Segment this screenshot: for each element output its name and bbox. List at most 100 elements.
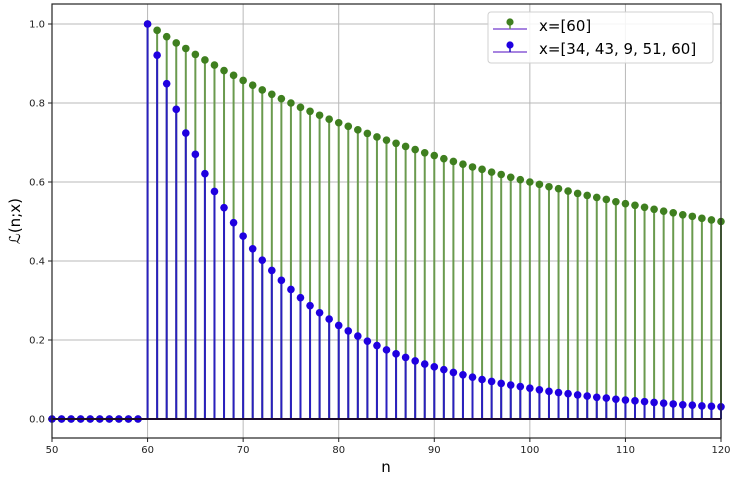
stem-marker xyxy=(420,360,429,368)
stem-marker xyxy=(631,201,639,210)
stem-marker xyxy=(478,375,486,384)
stem-marker xyxy=(220,66,228,75)
stem-marker xyxy=(506,381,515,389)
stem-marker xyxy=(296,293,305,302)
stem-marker xyxy=(344,122,353,131)
stem-marker xyxy=(478,165,486,174)
stem-marker xyxy=(516,382,525,391)
stem-marker xyxy=(487,168,496,176)
stem-marker xyxy=(449,368,458,377)
stem-marker xyxy=(612,395,620,404)
stem-marker xyxy=(325,115,333,123)
legend-label: x=[34, 43, 9, 51, 60] xyxy=(539,40,696,58)
stem-marker xyxy=(229,71,238,80)
stem-marker xyxy=(363,337,372,345)
stem-marker xyxy=(287,99,295,107)
stem-marker xyxy=(191,50,200,59)
stem-marker xyxy=(440,365,448,374)
stem-marker xyxy=(210,61,219,69)
stem-marker xyxy=(420,148,429,157)
stem-marker xyxy=(172,105,181,114)
stem-series xyxy=(48,20,725,423)
y-axis-label: ℒ(n;x) xyxy=(6,198,24,244)
x-tick-label: 120 xyxy=(711,445,730,456)
x-axis-ticks: 50 60 70 80 90 100 110 120 xyxy=(46,438,731,456)
stem-marker xyxy=(640,397,649,406)
stem-marker xyxy=(640,203,649,212)
stem-marker xyxy=(354,332,362,340)
stem-marker xyxy=(497,379,505,388)
plot-frame xyxy=(51,3,722,439)
stem-marker xyxy=(573,189,582,198)
stem-marker xyxy=(554,184,563,193)
stem-marker xyxy=(468,163,477,171)
stem-marker xyxy=(669,400,678,408)
stem-marker xyxy=(162,32,171,41)
stem-marker xyxy=(248,81,257,90)
y-tick-label: 0.6 xyxy=(29,178,45,189)
y-axis-ticks: 0.0 0.2 0.4 0.6 0.8 1.0 xyxy=(29,20,52,426)
stem-marker xyxy=(411,357,419,365)
legend-marker-icon xyxy=(506,18,514,26)
stem-marker xyxy=(143,20,152,28)
stem-marker xyxy=(430,151,439,160)
stem-marker xyxy=(182,44,190,53)
stem-marker xyxy=(392,139,400,148)
y-tick-label: 0.8 xyxy=(29,99,45,110)
stem-marker xyxy=(526,178,534,186)
stem-marker xyxy=(592,193,601,202)
stem-marker xyxy=(201,56,209,64)
x-tick-label: 80 xyxy=(332,445,345,456)
stem-marker xyxy=(392,350,400,358)
legend: x=[60] x=[34, 43, 9, 51, 60] xyxy=(487,11,714,64)
stem-marker xyxy=(678,210,687,219)
stem-marker xyxy=(659,207,668,216)
stem-marker xyxy=(698,214,706,223)
x-tick-label: 110 xyxy=(616,445,635,456)
stem-marker xyxy=(191,150,200,159)
stem-marker xyxy=(506,173,515,182)
stem-marker xyxy=(373,133,381,141)
stem-marker xyxy=(334,118,343,127)
x-tick-label: 100 xyxy=(520,445,539,456)
stem-marker xyxy=(325,315,333,323)
stem-marker xyxy=(583,191,591,200)
stem-marker xyxy=(621,199,630,208)
stem-marker xyxy=(315,308,324,317)
stem-marker xyxy=(707,216,716,224)
stem-marker xyxy=(497,170,505,179)
y-tick-label: 0.4 xyxy=(29,257,45,268)
stem-marker xyxy=(172,39,181,47)
stem-marker xyxy=(153,26,161,35)
stem-marker xyxy=(401,353,410,362)
stem-marker xyxy=(229,218,238,227)
stem-marker xyxy=(564,389,572,398)
legend-box xyxy=(487,11,714,64)
stem-marker xyxy=(248,244,257,253)
legend-item-0: x=[60] xyxy=(493,17,591,35)
stem-marker xyxy=(382,346,391,354)
stem-marker xyxy=(468,373,477,381)
stem-marker xyxy=(564,187,572,195)
stem-marker xyxy=(659,399,668,408)
stem-marker xyxy=(306,301,314,310)
stem-marker xyxy=(535,385,544,394)
stem-marker xyxy=(220,203,228,212)
x-tick-label: 50 xyxy=(46,445,59,456)
stem-marker xyxy=(669,209,678,217)
stem-marker xyxy=(545,387,553,396)
stem-marker xyxy=(440,154,448,163)
stem-marker xyxy=(182,129,190,137)
stem-marker xyxy=(631,397,639,405)
stem-marker xyxy=(344,327,353,335)
stem-marker xyxy=(401,142,410,151)
series-1 xyxy=(48,20,725,423)
stem-marker xyxy=(602,394,611,402)
stem-marker xyxy=(688,212,697,221)
stem-marker xyxy=(650,205,658,214)
y-tick-label: 0.2 xyxy=(29,336,45,347)
stem-marker xyxy=(201,169,209,178)
stem-marker xyxy=(382,136,391,144)
stem-marker xyxy=(583,392,591,400)
stem-marker xyxy=(621,396,630,404)
